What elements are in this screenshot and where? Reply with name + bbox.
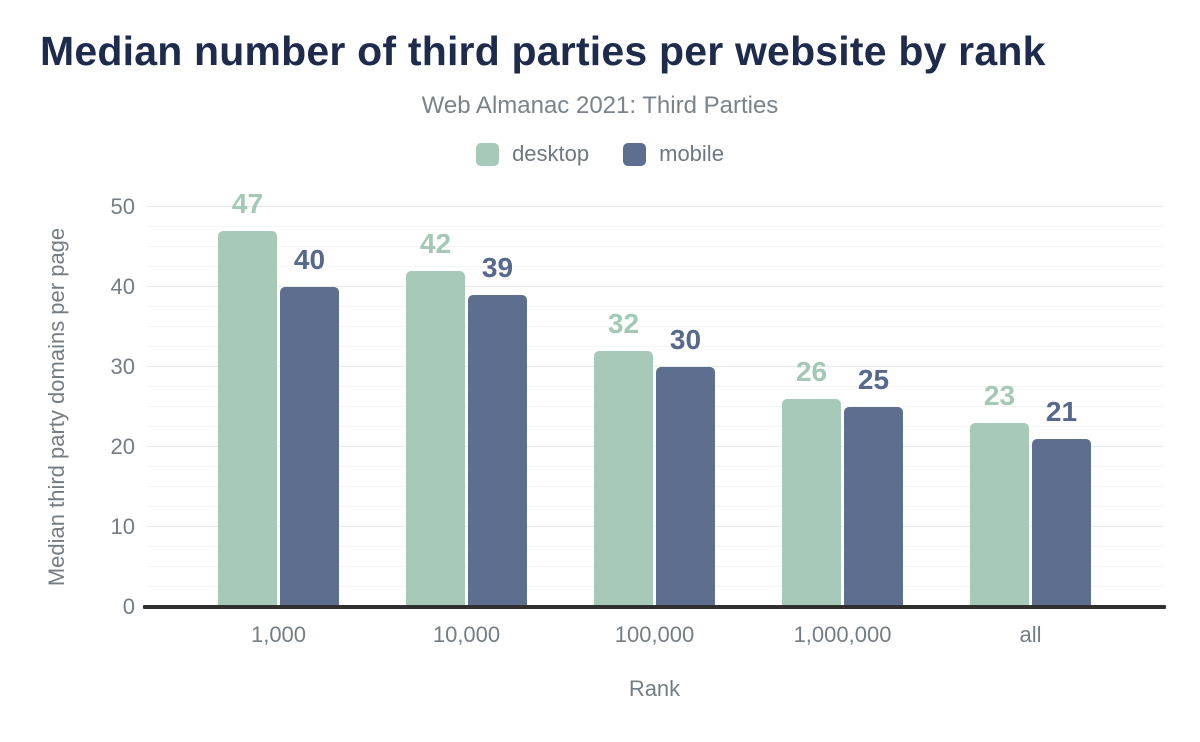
minor-gridline <box>146 326 1163 327</box>
minor-gridline <box>146 306 1163 307</box>
desktop-value-label: 23 <box>983 380 1016 411</box>
y-tick-label: 40 <box>110 274 135 299</box>
legend-label: desktop <box>512 141 590 166</box>
legend: desktop mobile <box>0 141 1200 167</box>
y-tick-label: 50 <box>110 194 135 219</box>
desktop-value-label: 42 <box>419 228 452 259</box>
desktop-bar: 32 <box>594 308 653 607</box>
bar-group-100,000: 32 30 100,000 <box>594 308 715 647</box>
minor-gridline <box>146 406 1163 407</box>
y-axis-title: Median third party domains per page <box>44 227 69 587</box>
bar-group-10,000: 42 39 10,000 <box>406 228 527 647</box>
desktop-bar: 26 <box>782 356 841 607</box>
x-axis-line <box>143 605 1166 609</box>
plot-area: 47 40 1,000 42 39 10,000 32 30 100,000 26 25 1,000,… <box>143 188 1166 647</box>
chart-title: Median number of third parties per websi… <box>40 28 1046 74</box>
y-tick-label: 10 <box>110 514 135 539</box>
mobile-bar: 40 <box>280 244 339 607</box>
minor-gridline <box>146 506 1163 507</box>
bar-group-1,000: 47 40 1,000 <box>218 188 339 647</box>
desktop-bar: 23 <box>970 380 1029 607</box>
x-axis-title: Rank <box>628 676 681 701</box>
y-tick-label: 30 <box>110 354 135 379</box>
major-gridline <box>146 366 1163 367</box>
major-gridline <box>146 286 1163 287</box>
minor-gridline <box>146 246 1163 247</box>
mobile-value-label: 21 <box>1045 396 1078 427</box>
desktop-bar: 47 <box>218 188 277 607</box>
minor-gridline <box>146 486 1163 487</box>
desktop-value-label: 47 <box>231 188 264 219</box>
legend-item-desktop: desktop <box>476 141 589 167</box>
major-gridline <box>146 206 1163 207</box>
desktop-value-label: 26 <box>795 356 828 387</box>
chart-subtitle: Web Almanac 2021: Third Parties <box>421 92 779 119</box>
minor-gridline <box>146 546 1163 547</box>
mobile-swatch-icon <box>623 142 647 166</box>
minor-gridline <box>146 466 1163 467</box>
x-tick-label: 100,000 <box>614 622 695 647</box>
mobile-value-label: 39 <box>481 252 514 283</box>
bar-groups: 47 40 1,000 42 39 10,000 32 30 100,000 26 25 1,000,… <box>146 188 1163 647</box>
minor-gridline <box>146 566 1163 567</box>
legend-label: mobile <box>659 141 724 166</box>
desktop-bar: 42 <box>406 228 465 607</box>
x-tick-label: all <box>1019 622 1042 647</box>
minor-gridline <box>146 386 1163 387</box>
mobile-bar: 30 <box>656 324 715 607</box>
desktop-swatch-icon <box>476 142 500 166</box>
x-tick-label: 10,000 <box>432 622 501 647</box>
y-tick-label: 0 <box>122 594 135 619</box>
minor-gridline <box>146 346 1163 347</box>
major-gridline <box>146 446 1163 447</box>
legend-item-mobile: mobile <box>623 141 724 167</box>
mobile-bar: 25 <box>844 364 903 607</box>
mobile-value-label: 30 <box>669 324 702 355</box>
minor-gridline <box>146 426 1163 427</box>
minor-gridline <box>146 226 1163 227</box>
x-tick-label: 1,000 <box>250 622 307 647</box>
bar-group-all: 23 21 all <box>970 380 1091 647</box>
y-tick-label: 20 <box>110 434 135 459</box>
minor-gridline <box>146 586 1163 587</box>
desktop-value-label: 32 <box>607 308 640 339</box>
minor-gridline <box>146 266 1163 267</box>
x-tick-label: 1,000,000 <box>793 622 892 647</box>
mobile-value-label: 25 <box>857 364 890 395</box>
major-gridline <box>146 526 1163 527</box>
mobile-bar: 21 <box>1032 396 1091 607</box>
mobile-bar: 39 <box>468 252 527 607</box>
mobile-value-label: 40 <box>293 244 326 275</box>
bar-group-1,000,000: 26 25 1,000,000 <box>782 356 903 647</box>
